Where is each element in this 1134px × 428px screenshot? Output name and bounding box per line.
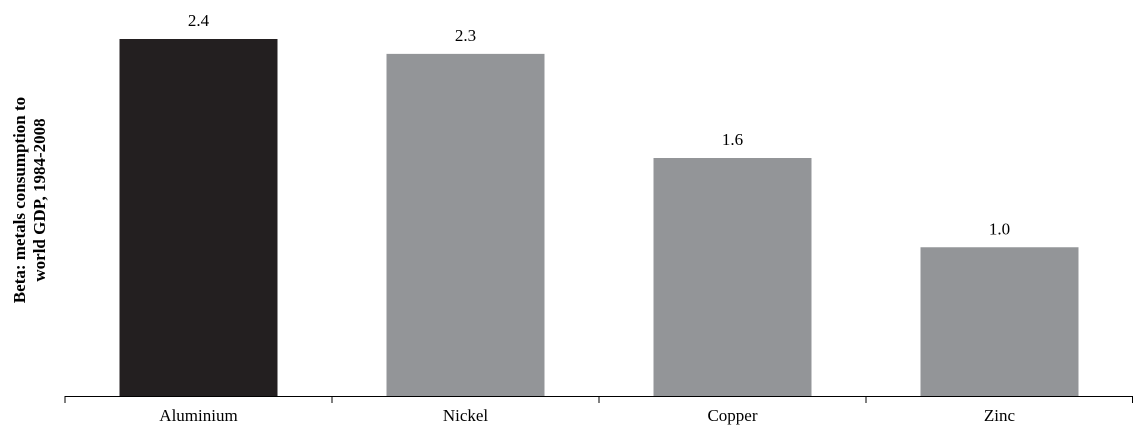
bar-copper — [653, 158, 812, 396]
tick-label-aluminium: Aluminium — [159, 406, 237, 425]
tick-label-copper: Copper — [707, 406, 757, 425]
tick-label-nickel: Nickel — [443, 406, 489, 425]
bar-nickel — [386, 53, 545, 396]
bar-zinc — [920, 247, 1079, 396]
tick-label-zinc: Zinc — [984, 406, 1016, 425]
data-label-zinc: 1.0 — [989, 219, 1010, 238]
bar-aluminium — [119, 39, 278, 396]
data-label-aluminium: 2.4 — [188, 11, 210, 30]
x-axis: Aluminium Nickel Copper Zinc — [64, 396, 1133, 425]
data-label-nickel: 2.3 — [455, 26, 476, 45]
data-label-copper: 1.6 — [722, 130, 743, 149]
bars-group: 2.4 2.3 1.6 1.0 — [119, 11, 1079, 396]
